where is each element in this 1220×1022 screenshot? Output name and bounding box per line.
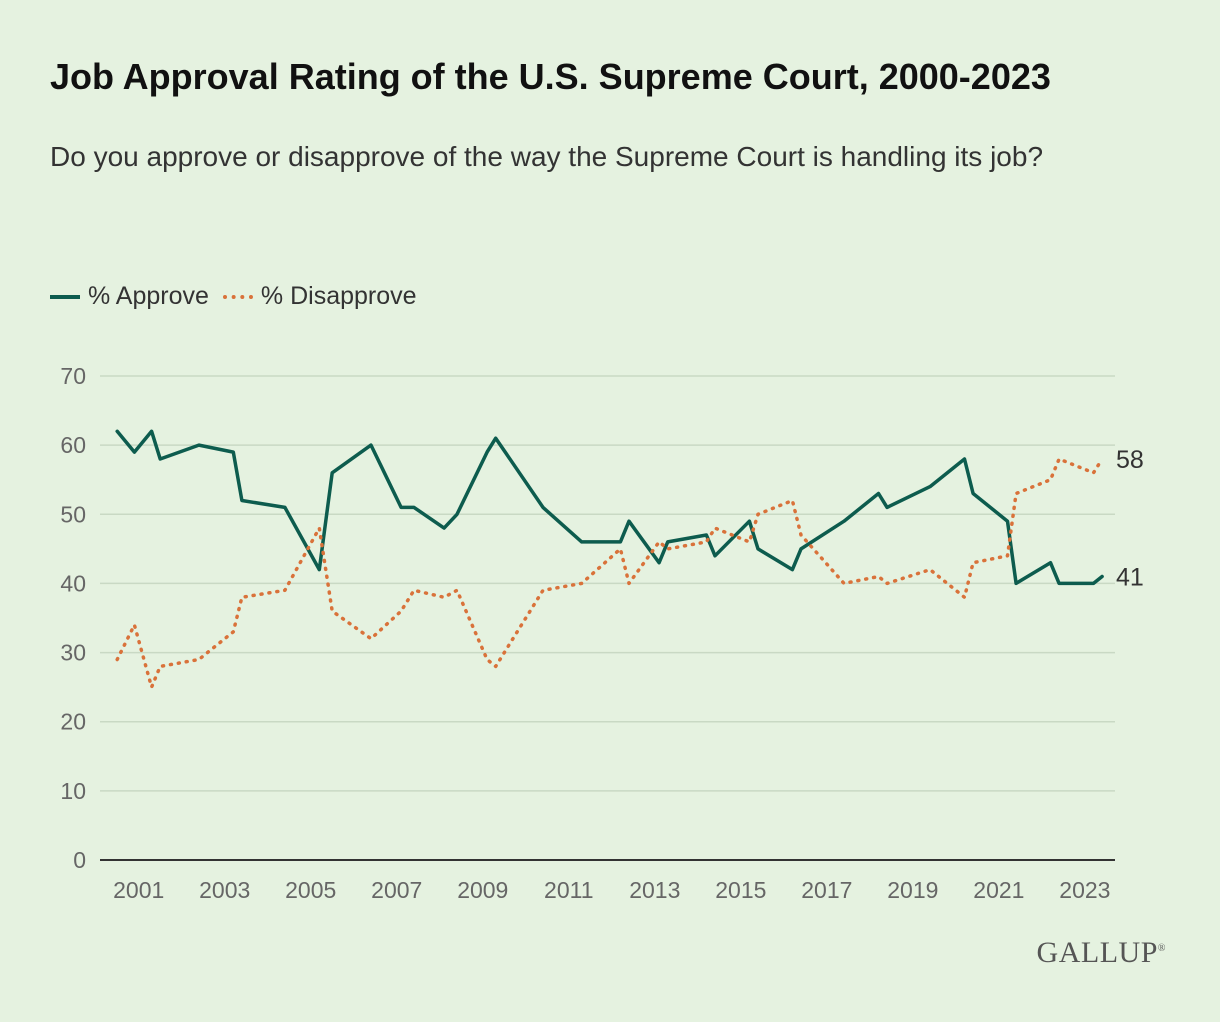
y-tick-label-50: 50 — [60, 501, 86, 527]
legend-label-disapprove: % Disapprove — [260, 282, 417, 310]
x-tick-label-2009: 2009 — [457, 877, 508, 903]
legend-item-disapprove: % Disapprove — [222, 282, 417, 311]
x-tick-label-2023: 2023 — [1059, 877, 1110, 903]
series-line-approve — [115, 429, 1104, 586]
x-tick-label-2007: 2007 — [371, 877, 422, 903]
chart-subtitle: Do you approve or disapprove of the way … — [50, 141, 1044, 172]
x-tick-label-2003: 2003 — [199, 877, 250, 903]
chart-title: Job Approval Rating of the U.S. Supreme … — [50, 56, 1051, 97]
gallup-logo: GALLUP® — [1037, 936, 1166, 970]
y-tick-label-0: 0 — [73, 847, 86, 873]
x-tick-label-2015: 2015 — [715, 877, 766, 903]
x-tick-label-2017: 2017 — [801, 877, 852, 903]
gallup-logo-text: GALLUP — [1036, 936, 1158, 969]
legend-label-approve: % Approve — [88, 282, 209, 310]
legend-swatch-approve — [50, 294, 80, 299]
y-tick-label-20: 20 — [60, 709, 86, 735]
x-tick-label-2019: 2019 — [887, 877, 938, 903]
series-line-disapprove — [115, 457, 1104, 689]
x-tick-label-2011: 2011 — [544, 877, 593, 903]
y-tick-label-60: 60 — [60, 432, 86, 458]
x-tick-label-2005: 2005 — [285, 877, 336, 903]
x-tick-label-2013: 2013 — [629, 877, 680, 903]
x-tick-label-2021: 2021 — [973, 877, 1024, 903]
y-tick-label-40: 40 — [60, 570, 86, 596]
legend-swatch-disapprove — [222, 294, 253, 299]
y-tick-label-30: 30 — [60, 640, 86, 666]
end-label-disapprove: 58 — [1116, 446, 1144, 474]
legend-item-approve: % Approve — [50, 282, 209, 311]
registered-mark: ® — [1157, 943, 1166, 954]
chart-legend: % Approve % Disapprove — [50, 282, 431, 311]
y-tick-label-10: 10 — [60, 778, 86, 804]
end-label-approve: 41 — [1116, 564, 1144, 592]
y-tick-label-70: 70 — [60, 363, 86, 389]
x-tick-label-2001: 2001 — [113, 877, 164, 903]
